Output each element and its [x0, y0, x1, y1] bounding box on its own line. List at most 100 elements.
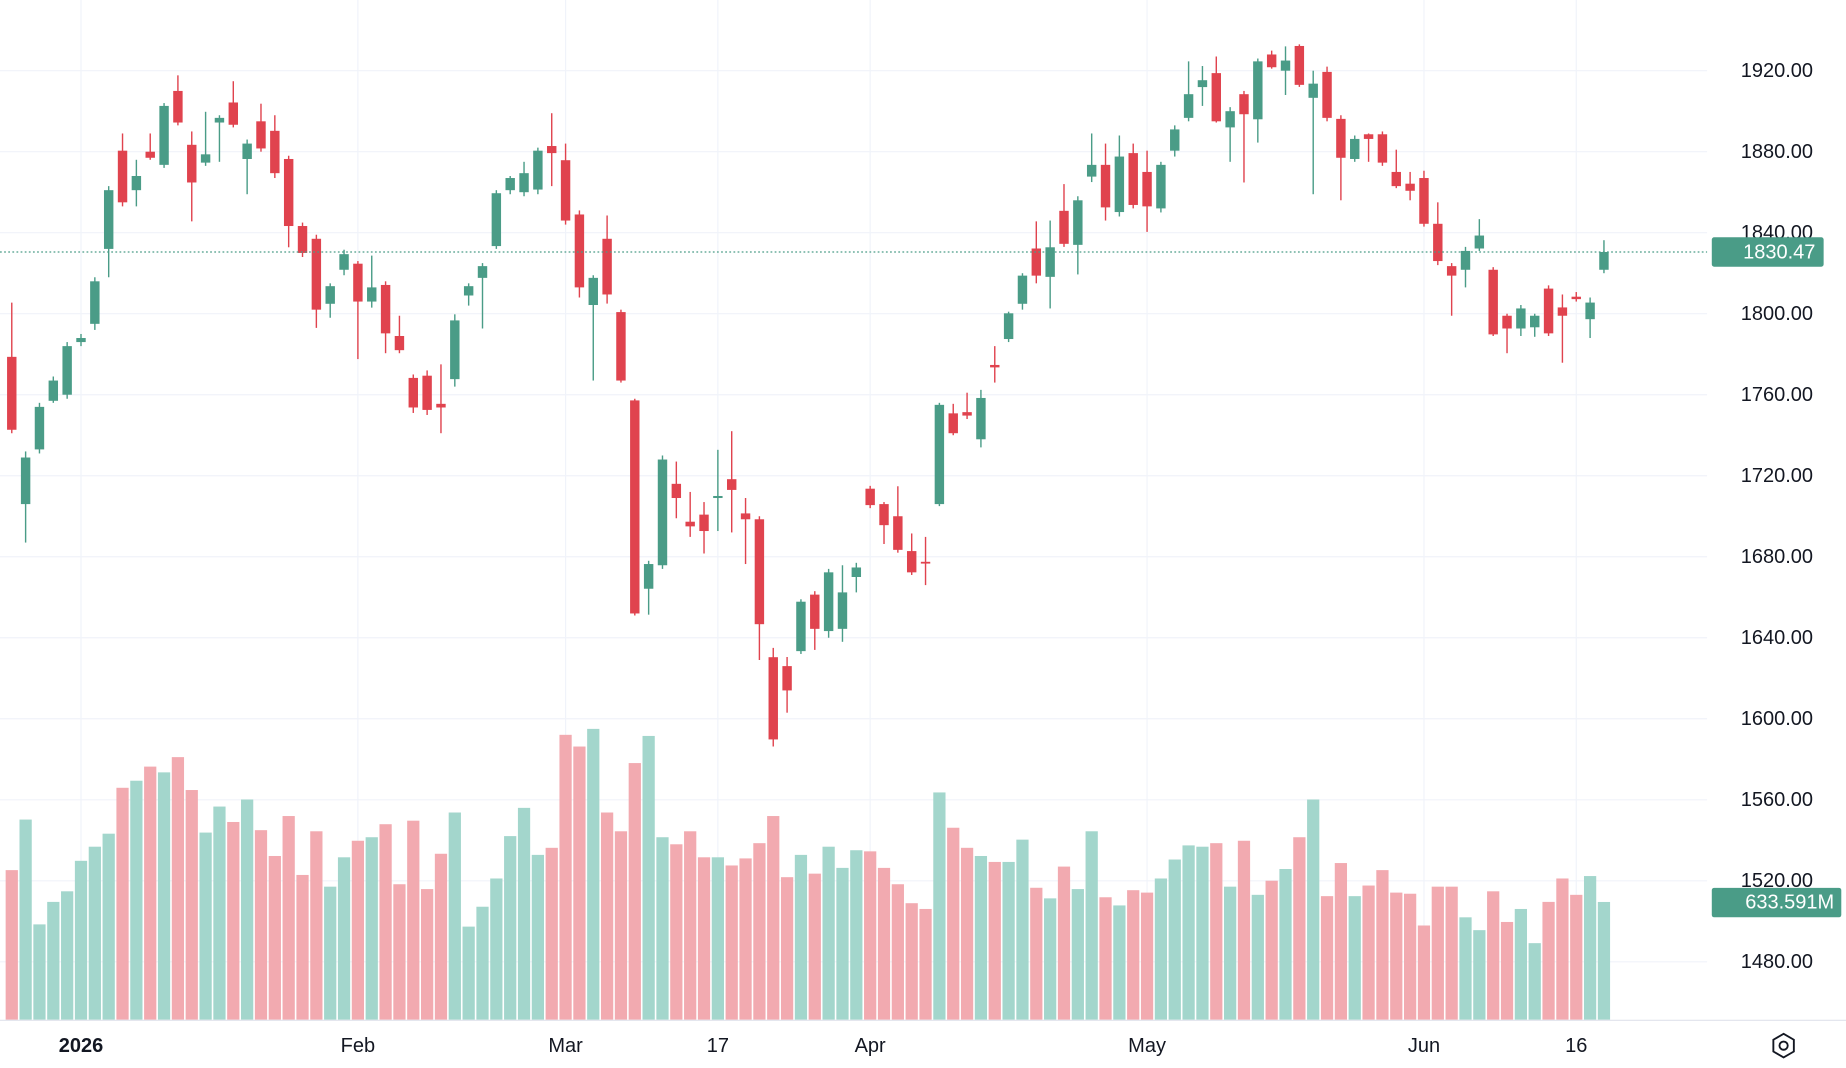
- settings-icon[interactable]: [1772, 1032, 1795, 1059]
- candle-body: [685, 521, 695, 527]
- volume-bar: [434, 853, 448, 1020]
- y-tick-label: 1880.00: [1741, 141, 1813, 163]
- volume-bar: [268, 855, 281, 1020]
- volume-bar: [157, 772, 171, 1020]
- volume-bar: [947, 827, 960, 1020]
- volume-bar: [171, 757, 185, 1020]
- candle-body: [1183, 94, 1194, 118]
- candle-body: [283, 158, 294, 227]
- price-pane: [0, 44, 1708, 747]
- axes: 1480.00 1520.00 1560.00 1600.00 1640.00 1680.…: [59, 60, 1842, 1057]
- y-tick-label: 1480.00: [1741, 951, 1813, 973]
- volume-bar: [227, 821, 240, 1020]
- volume-bar: [1334, 863, 1348, 1020]
- candle-body: [214, 117, 225, 123]
- candle-body: [560, 160, 571, 221]
- candle-body: [976, 397, 986, 440]
- candle-body: [353, 263, 363, 302]
- volume-bar: [1099, 897, 1112, 1020]
- x-tick-label: Mar: [548, 1035, 583, 1057]
- candle-body: [1405, 183, 1415, 191]
- volume-bar: [725, 865, 738, 1020]
- candle-body: [200, 154, 211, 163]
- candle-body: [1031, 248, 1042, 276]
- candle-body: [727, 479, 737, 490]
- volume-pane: [5, 728, 1611, 1020]
- candle-body: [1003, 313, 1014, 340]
- volume-bar: [199, 832, 212, 1020]
- candle-body: [547, 146, 557, 154]
- volume-bar: [794, 854, 808, 1020]
- candle-body: [1516, 308, 1526, 329]
- volume-bar: [1362, 885, 1375, 1020]
- volume-bar: [490, 878, 503, 1020]
- candle-body: [837, 592, 848, 629]
- volume-bar: [767, 816, 780, 1020]
- candle-body: [602, 238, 612, 295]
- volume-bar: [1044, 898, 1057, 1020]
- candle-body: [131, 175, 142, 191]
- candle-body: [1308, 83, 1318, 98]
- volume-bar: [780, 877, 794, 1020]
- volume-bar: [337, 857, 351, 1020]
- candle-body: [1474, 235, 1485, 249]
- candle-body: [228, 102, 239, 125]
- candle-body: [1280, 60, 1291, 71]
- candle-body: [450, 320, 460, 380]
- volume-bar: [1127, 890, 1140, 1020]
- candle-body: [948, 413, 958, 434]
- volume-bar: [1182, 845, 1195, 1020]
- candle-body: [76, 338, 86, 343]
- candle-body: [408, 377, 418, 408]
- candle-body: [768, 657, 778, 740]
- candle-body: [1142, 171, 1152, 207]
- volume-bar: [1210, 843, 1223, 1020]
- volume-bar: [5, 870, 18, 1020]
- candle-body: [1114, 156, 1125, 213]
- volume-bar: [33, 924, 46, 1020]
- volume-bar: [1251, 894, 1264, 1020]
- candle-body: [1599, 252, 1609, 270]
- volume-bar: [864, 851, 877, 1020]
- volume-bar: [850, 850, 863, 1020]
- volume-bar: [988, 861, 1001, 1020]
- candle-body: [20, 457, 31, 505]
- candle-body: [7, 356, 17, 430]
- volume-bar: [600, 812, 614, 1020]
- volume-bar: [711, 857, 724, 1020]
- candle-body: [463, 286, 474, 296]
- candle-body: [713, 495, 723, 499]
- volume-bar: [1403, 893, 1417, 1020]
- candle-body: [962, 412, 972, 416]
- volume-bar: [88, 846, 101, 1020]
- volume-bar: [1168, 859, 1181, 1020]
- x-tick-label: Apr: [855, 1035, 886, 1057]
- candle-body: [574, 214, 585, 288]
- candle-body: [367, 287, 377, 302]
- volume-bar: [1320, 896, 1334, 1020]
- volume-bar: [296, 874, 309, 1020]
- volume-bar: [1030, 887, 1043, 1020]
- candle-body: [1446, 266, 1457, 276]
- candle-body: [1585, 302, 1595, 320]
- candle-body: [436, 403, 446, 408]
- volume-bar: [836, 867, 849, 1020]
- candle-body: [1059, 210, 1069, 244]
- volume-bar: [144, 766, 157, 1020]
- candle-body: [394, 335, 405, 351]
- volume-bar: [47, 901, 60, 1020]
- candle-body: [1377, 134, 1388, 163]
- candle-body: [1170, 129, 1180, 151]
- volume-bar: [628, 763, 641, 1020]
- candle-body: [1156, 164, 1166, 209]
- candle-body: [159, 105, 169, 165]
- volume-label-box: [1711, 887, 1842, 918]
- candle-body: [256, 121, 266, 149]
- candle-body: [1197, 80, 1208, 88]
- volume-bar: [1307, 799, 1320, 1020]
- candle-body: [533, 150, 543, 190]
- volume-bar: [974, 855, 988, 1020]
- y-tick-label: 1680.00: [1741, 546, 1813, 568]
- volume-bar: [1085, 831, 1098, 1020]
